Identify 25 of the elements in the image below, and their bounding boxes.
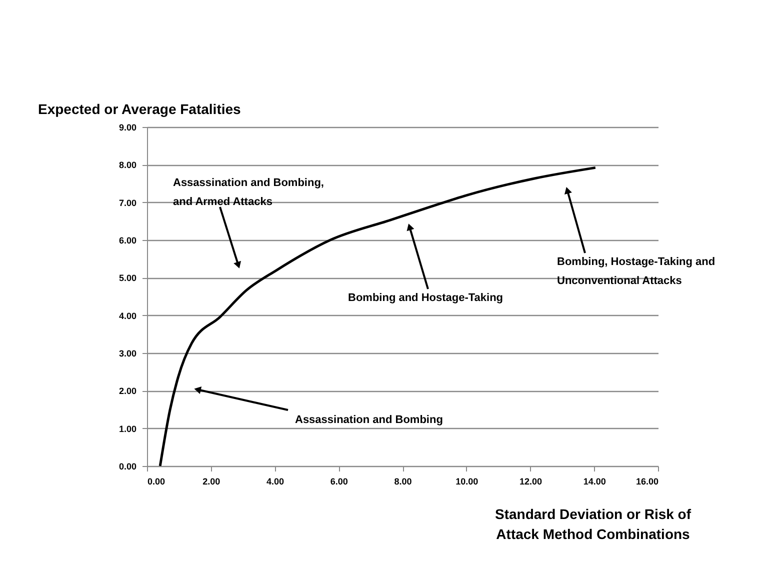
y-tick-label: 4.00	[118, 310, 136, 321]
y-tick-label: 2.00	[118, 386, 136, 396]
x-tick-label: 14.00	[583, 476, 606, 486]
y-tick-label: 7.00	[118, 198, 136, 208]
y-tick-label: 3.00	[118, 348, 136, 358]
x-tick-label: 4.00	[266, 476, 284, 486]
y-tick-label: 8.00	[118, 160, 136, 170]
x-tick-label: 8.00	[394, 476, 412, 486]
annotation: Assassination and Bombing, and Armed Attacks	[173, 177, 324, 208]
y-axis-title: Expected or Average Fatalities	[38, 101, 242, 117]
x-tick-label: 16.00	[636, 476, 658, 486]
x-tick-label: 2.00	[202, 476, 220, 486]
y-tick-label: 0.00	[118, 462, 136, 472]
y-tick-label: 9.00	[118, 122, 136, 132]
x-tick-label: 6.00	[330, 476, 348, 486]
y-tick-label: 6.00	[118, 236, 136, 246]
annotation: Assassination and Bombing	[295, 414, 443, 426]
annotation: Bombing, Hostage-Taking and Unconventional Attacks	[557, 256, 716, 287]
y-tick-label: 5.00	[118, 273, 136, 284]
annotation: Bombing and Hostage-Taking	[348, 292, 504, 304]
x-axis-title: Standard Deviation or Risk of Attack Method Combinations	[494, 506, 692, 542]
x-tick-label: 12.00	[519, 476, 542, 486]
y-tick-label: 1.00	[118, 424, 136, 434]
x-tick-label: 0.00	[148, 476, 166, 486]
x-tick-label: 10.00	[456, 476, 478, 486]
